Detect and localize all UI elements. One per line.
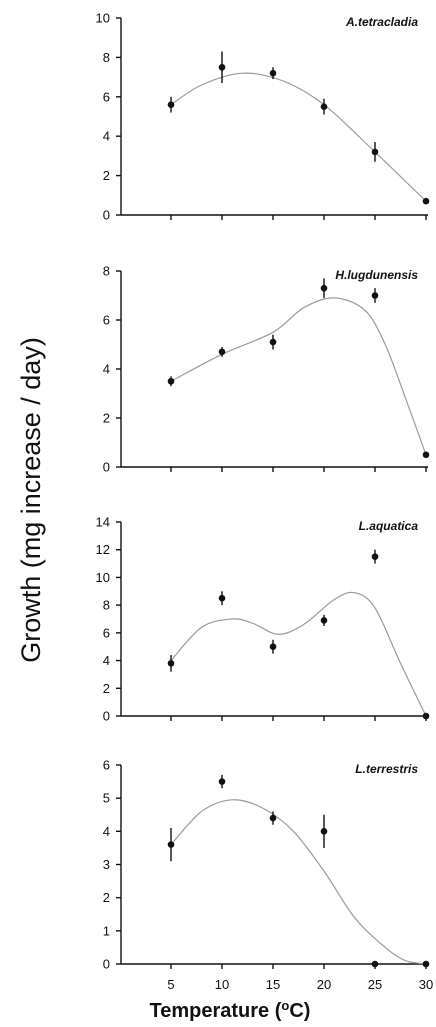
data-point [167,660,175,667]
y-tick-label: 10 [96,11,110,26]
data-point [167,841,175,848]
x-tick-label: 15 [266,977,280,992]
data-point [167,101,175,108]
y-tick-label: 1 [103,923,110,938]
data-point [269,338,277,346]
data-point [320,828,328,835]
y-tick-label: 6 [103,89,110,104]
y-tick-label: 12 [96,542,110,557]
x-tick-label: 20 [317,977,331,992]
y-tick-label: 6 [103,313,110,328]
y-tick-label: 14 [96,515,110,530]
panel-2: 0 2 4 6 8 H.lugdunensis [103,264,430,475]
data-point [269,69,277,77]
y-tick-label: 2 [103,681,110,696]
data-point [218,348,226,356]
data-point [422,197,430,205]
y-axis-label: Growth (mg increase / day) [16,337,46,663]
x-tick-label: 25 [368,977,382,992]
species-label: H.lugdunensis [335,268,418,282]
y-tick-label: 5 [103,791,110,806]
data-point [371,553,379,560]
y-tick-label: 2 [103,411,110,426]
data-point [218,594,226,602]
data-point [269,643,277,651]
data-point [218,778,226,785]
x-axis-label: Temperature (oC) [150,998,311,1022]
panel-1: 0 2 4 6 8 10 A.tetracladia [96,11,430,223]
fit-curve [170,591,427,717]
fit-curve [170,799,427,965]
data-point [422,451,430,459]
data-point [371,292,379,299]
panel-4: 0 1 2 3 4 5 6 L.terrestris 5 10 15 20 25 30 [103,758,433,993]
species-label: A.tetracladia [345,15,418,29]
y-tick-label: 4 [103,129,110,144]
x-axis-label-end: C) [289,1000,310,1022]
species-label: L.aquatica [359,519,419,533]
x-axis-label-main: Temperature ( [150,1000,282,1022]
y-tick-label: 8 [103,50,110,65]
y-tick-label: 0 [103,208,110,223]
data-point [320,284,328,292]
data-point [320,103,328,110]
y-tick-label: 2 [103,168,110,183]
fit-curve [170,297,427,456]
x-tick-label: 5 [167,977,174,992]
data-point [371,148,379,156]
y-tick-label: 4 [103,653,110,668]
y-tick-label: 8 [103,598,110,613]
y-tick-label: 0 [103,460,110,475]
y-tick-label: 8 [103,264,110,279]
y-tick-label: 4 [103,362,110,377]
data-point [422,712,430,720]
data-point [422,960,430,968]
y-tick-label: 4 [103,824,110,839]
y-tick-label: 2 [103,890,110,905]
y-tick-label: 6 [103,625,110,640]
data-point [371,960,379,968]
data-point [167,377,175,385]
y-tick-label: 3 [103,857,110,872]
panel-3: 0 2 4 6 8 10 12 14 L.aquatica [96,515,430,724]
x-tick-label: 30 [419,977,433,992]
data-point [269,814,277,822]
data-point [320,617,328,624]
y-tick-label: 0 [103,957,110,972]
data-point [218,63,226,71]
x-axis-label-sup: o [281,998,289,1013]
fit-curve [170,72,427,202]
x-tick-label: 10 [215,977,229,992]
y-tick-label: 6 [103,758,110,773]
y-tick-label: 0 [103,709,110,724]
species-label: L.terrestris [355,762,418,776]
y-tick-label: 10 [96,570,110,585]
